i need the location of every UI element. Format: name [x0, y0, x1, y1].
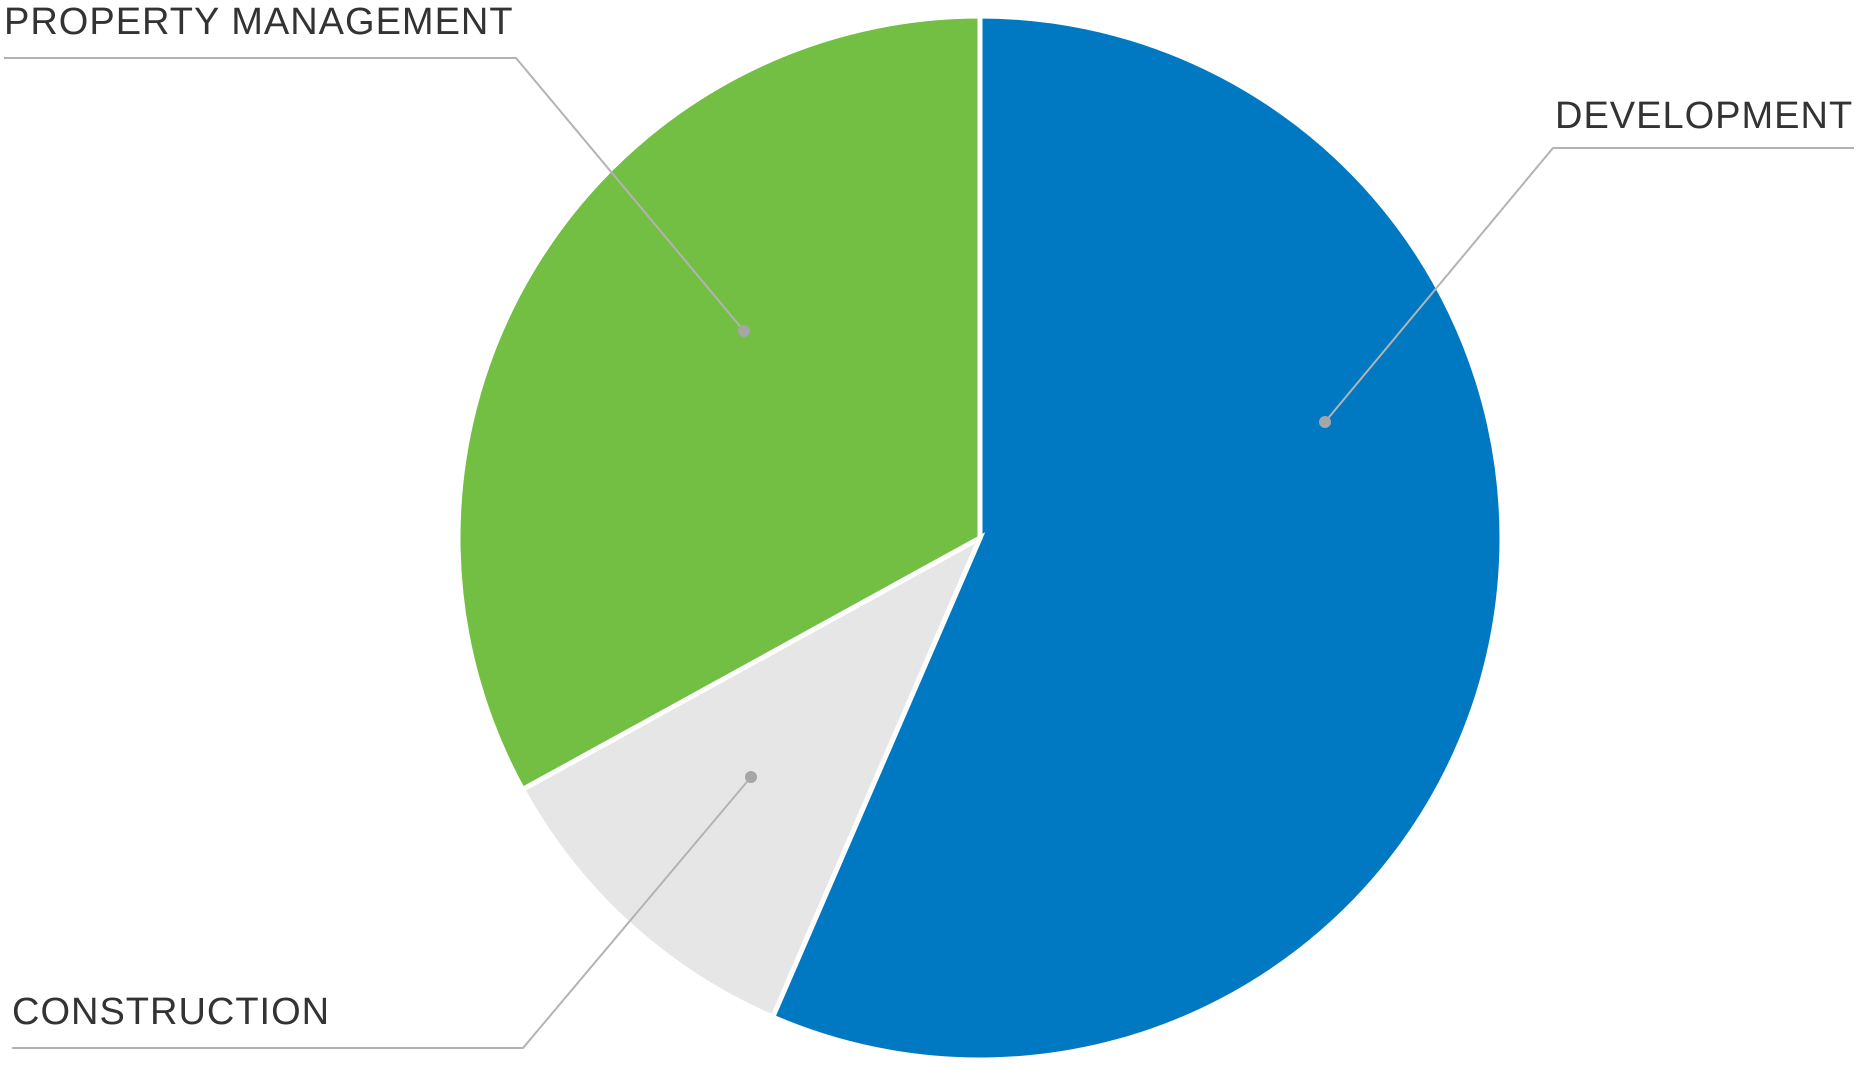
leader-dot-construction: [745, 771, 757, 783]
pie-slice-property-management: [455, 13, 983, 793]
pie-slice-development: [769, 13, 1505, 1063]
leader-dot-development: [1319, 416, 1331, 428]
slice-label-construction: CONSTRUCTION: [12, 991, 330, 1033]
leader-line-development: [1324, 147, 1854, 423]
leader-lines: [4, 57, 1854, 1049]
leader-line-construction: [12, 776, 752, 1049]
slice-label-development: DEVELOPMENT: [1555, 95, 1853, 137]
slice-label-property-management: PROPERTY MANAGEMENT: [4, 1, 514, 43]
leader-line-property-management: [4, 57, 745, 332]
pie-slices: [455, 13, 1505, 1063]
slice-labels: DEVELOPMENT CONSTRUCTION PROPERTY MANAGE…: [4, 1, 1853, 1033]
leader-dot-property-management: [738, 325, 750, 337]
